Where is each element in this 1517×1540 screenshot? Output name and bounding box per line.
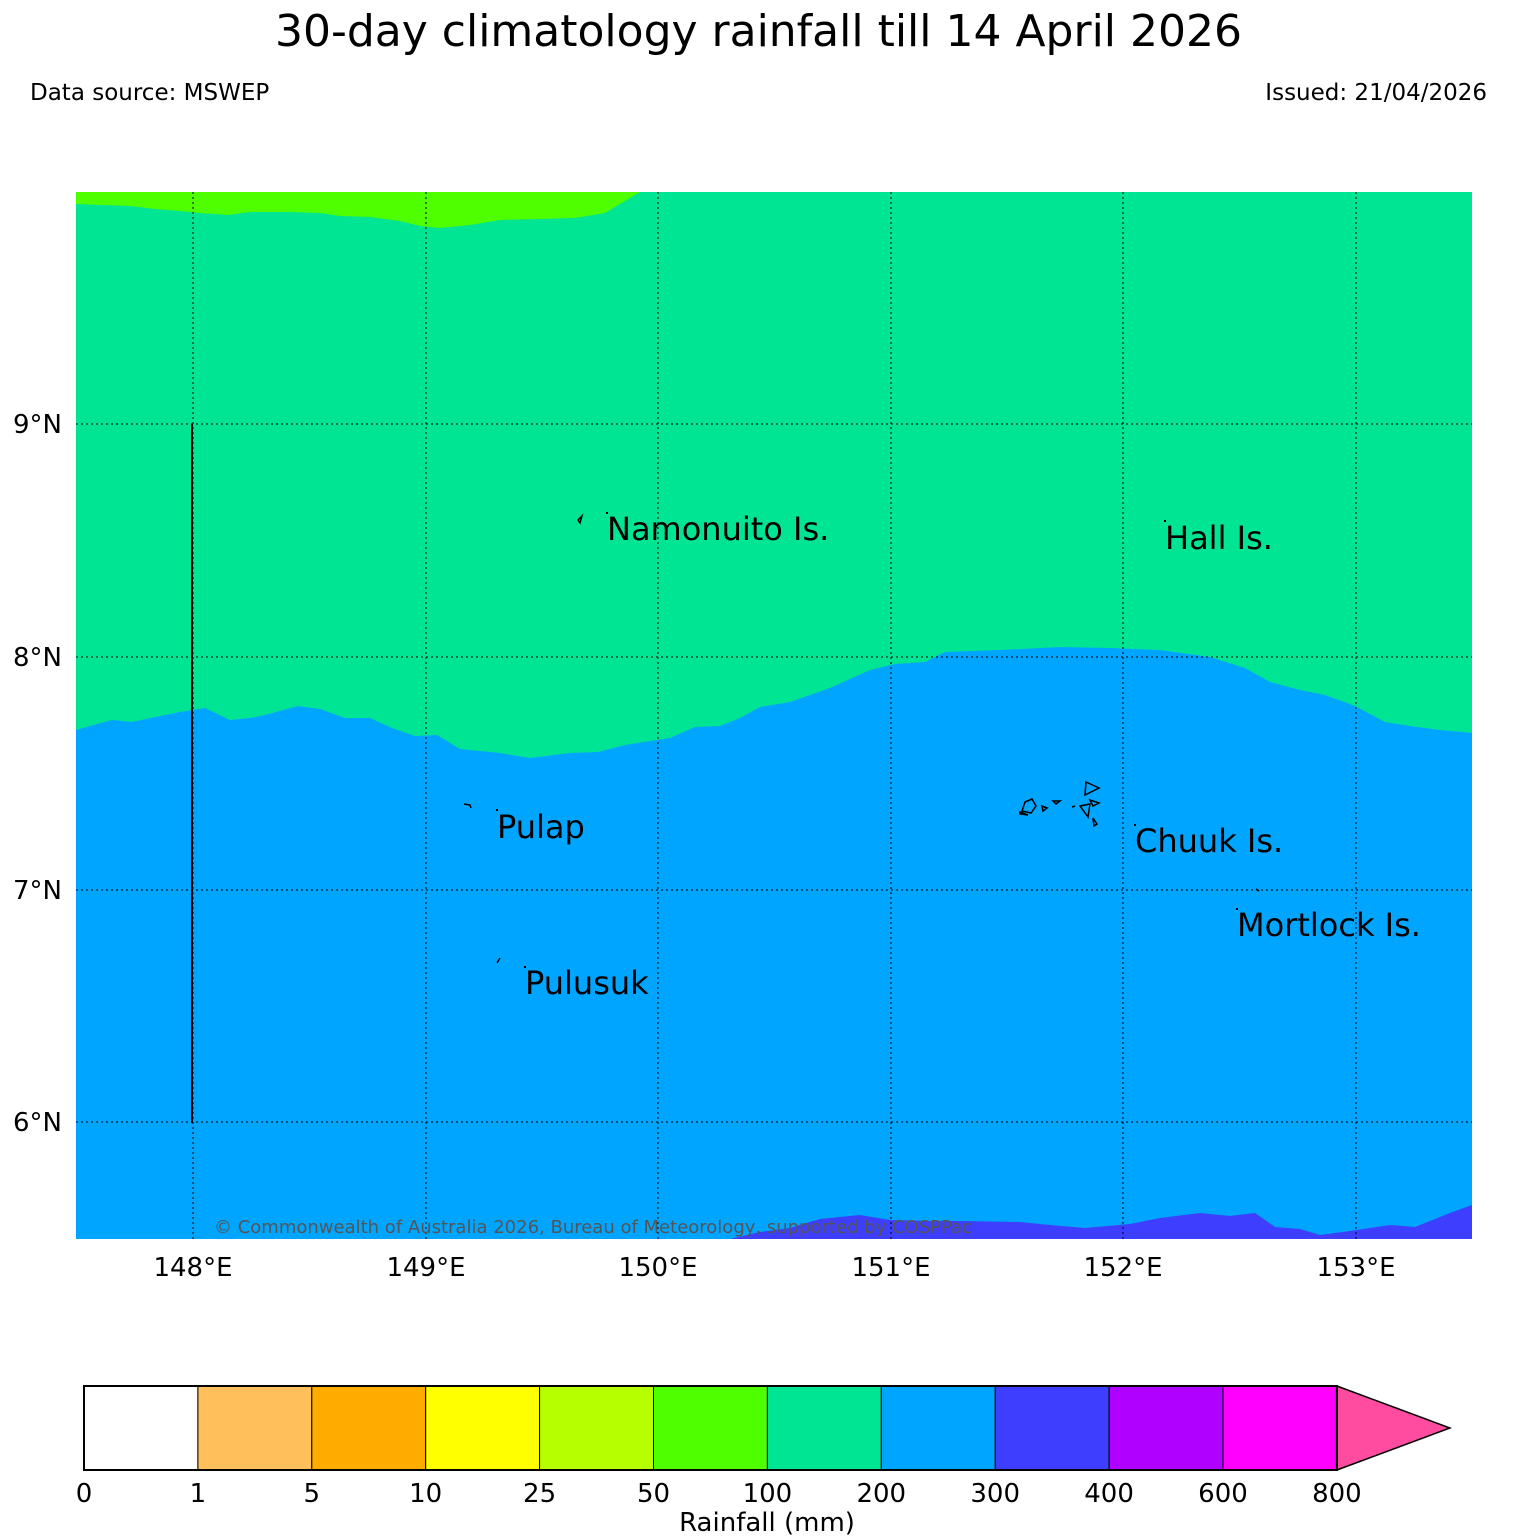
zone-300-400 xyxy=(730,1205,1472,1239)
colorbar-tick-label: 1 xyxy=(190,1479,207,1509)
colorbar-label: Rainfall (mm) xyxy=(679,1508,855,1538)
colorbar-segment xyxy=(653,1385,768,1471)
island-namonuito xyxy=(577,513,584,525)
colorbar-segment xyxy=(197,1385,313,1471)
colorbar-tick-label: 0 xyxy=(76,1479,93,1509)
lat-tick: 6°N xyxy=(13,1108,62,1138)
lon-tick: 149°E xyxy=(386,1253,465,1283)
colorbar-tick-label: 800 xyxy=(1312,1479,1362,1509)
colorbar-segment xyxy=(83,1385,199,1471)
lon-tick-labels: 148°E 149°E 150°E 151°E 152°E 153°E xyxy=(153,1253,1395,1283)
colorbar-tick-label: 50 xyxy=(637,1479,670,1509)
lat-tick: 7°N xyxy=(13,876,62,906)
zone-100-200 xyxy=(76,192,1472,758)
place-label-pulusuk: Pulusuk xyxy=(525,964,649,1002)
copyright-text: © Commonwealth of Australia 2026, Bureau… xyxy=(214,1217,972,1238)
colorbar-extend-arrow xyxy=(1336,1384,1453,1472)
colorbar-tick-label: 10 xyxy=(409,1479,442,1509)
lon-tick: 151°E xyxy=(851,1253,930,1283)
lon-tick: 153°E xyxy=(1316,1253,1395,1283)
colorbar-segment xyxy=(1222,1385,1338,1471)
colorbar-tick-label: 100 xyxy=(743,1479,793,1509)
island-mortlock xyxy=(1255,888,1260,892)
lon-tick: 152°E xyxy=(1083,1253,1162,1283)
lat-tick: 8°N xyxy=(13,643,62,673)
colorbar-segment xyxy=(425,1385,541,1471)
lon-tick: 148°E xyxy=(153,1253,232,1283)
colorbar-tick-label: 600 xyxy=(1198,1479,1248,1509)
colorbar-segment xyxy=(311,1385,427,1471)
colorbar-tick-label: 300 xyxy=(970,1479,1020,1509)
islands xyxy=(463,513,1260,964)
place-label-pulap: Pulap xyxy=(497,808,585,846)
colorbar-tick-label: 400 xyxy=(1084,1479,1134,1509)
place-label-namonuito: Namonuito Is. xyxy=(607,510,829,548)
data-source: Data source: MSWEP xyxy=(30,80,270,106)
issued-date: Issued: 21/04/2026 xyxy=(1265,80,1487,106)
place-labels: Namonuito Is. Hall Is. Pulap Chuuk Is. M… xyxy=(497,510,1421,1002)
lat-tick-labels: 9°N 8°N 7°N 6°N xyxy=(13,410,62,1138)
colorbar-segment xyxy=(539,1385,654,1471)
colorbar-segment xyxy=(994,1385,1110,1471)
place-label-hall: Hall Is. xyxy=(1165,519,1273,557)
rainfall-map: © Commonwealth of Australia 2026, Bureau… xyxy=(76,192,1472,1239)
colorbar-border xyxy=(83,1385,1338,1471)
colorbar-segment xyxy=(766,1385,882,1471)
colorbar-segment xyxy=(1108,1385,1224,1471)
lon-tick: 150°E xyxy=(618,1253,697,1283)
colorbar-tick-label: 200 xyxy=(856,1479,906,1509)
place-markers xyxy=(496,512,1238,968)
island-chuuk xyxy=(1019,780,1101,828)
colorbar-tick-label: 5 xyxy=(304,1479,321,1509)
page-title: 30-day climatology rainfall till 14 Apri… xyxy=(275,6,1242,57)
lat-tick: 9°N xyxy=(13,410,62,440)
island-pulusuk xyxy=(496,957,501,964)
colorbar: 0 1 5 10 25 50 100 200 300 400 600 800 xyxy=(76,1384,1453,1509)
colorbar-tick-label: 25 xyxy=(523,1479,556,1509)
place-label-mortlock: Mortlock Is. xyxy=(1237,906,1421,944)
island-pulap xyxy=(463,803,472,809)
place-label-chuuk: Chuuk Is. xyxy=(1135,822,1283,860)
colorbar-segment xyxy=(880,1385,996,1471)
zone-50-100 xyxy=(76,192,640,228)
